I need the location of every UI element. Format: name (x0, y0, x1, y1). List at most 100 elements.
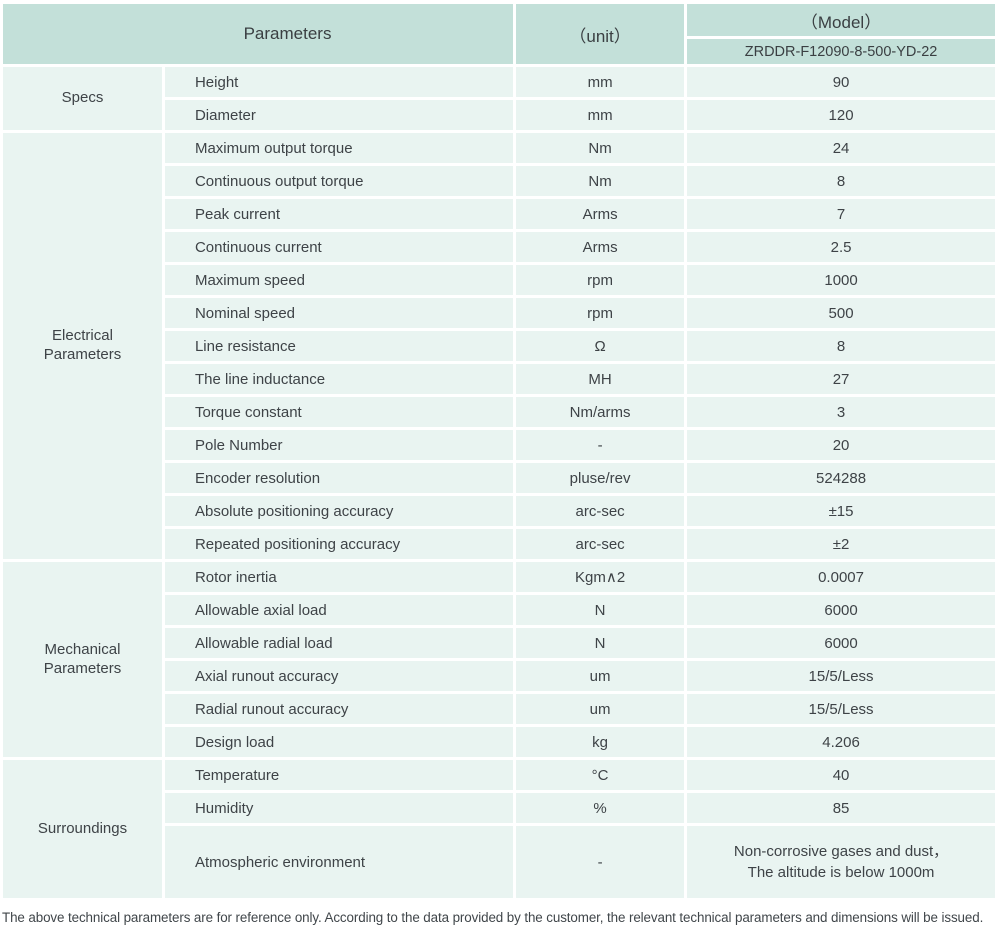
parameters-header: Parameters (3, 4, 514, 64)
table-row: Pole Number - 20 (3, 430, 995, 460)
unit-header: （unit） (516, 4, 685, 64)
table-row: Encoder resolution pluse/rev 524288 (3, 463, 995, 493)
parameter-unit: - (516, 826, 685, 898)
parameter-name: Line resistance (164, 331, 514, 361)
parameter-value: 0.0007 (687, 562, 995, 592)
table-row: Line resistance Ω 8 (3, 331, 995, 361)
parameter-name: Repeated positioning accuracy (164, 529, 514, 559)
parameter-value: 8 (687, 331, 995, 361)
table-row: Repeated positioning accuracy arc-sec ±2 (3, 529, 995, 559)
parameter-unit: arc-sec (516, 496, 685, 526)
table-row: The line inductance MH 27 (3, 364, 995, 394)
parameter-unit: MH (516, 364, 685, 394)
table-row: Design load kg 4.206 (3, 727, 995, 757)
parameter-name: Rotor inertia (164, 562, 514, 592)
parameter-name: Temperature (164, 760, 514, 790)
parameter-value: 90 (687, 67, 995, 97)
footer-note: The above technical parameters are for r… (2, 910, 984, 925)
parameter-name: Absolute positioning accuracy (164, 496, 514, 526)
parameter-value: 7 (687, 199, 995, 229)
parameter-name: Diameter (164, 100, 514, 130)
parameter-name: Encoder resolution (164, 463, 514, 493)
section-label-text: Mechanical Parameters (43, 640, 122, 677)
parameter-name: Continuous output torque (164, 166, 514, 196)
parameter-name: Allowable axial load (164, 595, 514, 625)
parameter-unit: kg (516, 727, 685, 757)
parameter-unit: Arms (516, 232, 685, 262)
parameter-name: Maximum output torque (164, 133, 514, 163)
table-row: Specs Height mm 90 (3, 67, 995, 130)
parameter-unit: um (516, 694, 685, 724)
parameter-name: Humidity (164, 793, 514, 823)
parameter-name: Continuous current (164, 232, 514, 262)
parameter-unit: um (516, 661, 685, 691)
parameter-name: The line inductance (164, 364, 514, 394)
parameter-unit: mm (516, 100, 685, 130)
parameter-value: ±15 (687, 496, 995, 526)
table-row: Nominal speed rpm 500 (3, 298, 995, 328)
section-label: Electrical Parameters (3, 133, 162, 559)
parameter-unit: Nm/arms (516, 397, 685, 427)
parameter-value: 40 (687, 760, 995, 790)
parameter-name: Design load (164, 727, 514, 757)
table-row: Diameter mm 120 (3, 100, 995, 130)
parameter-unit: Nm (516, 133, 685, 163)
parameter-unit: % (516, 793, 685, 823)
parameter-unit: pluse/rev (516, 463, 685, 493)
header-row-2: ZRDDR-F12090-8-500-YD-22 (3, 39, 995, 64)
table-row: Mechanical Parameters Rotor inertia Kgm∧… (3, 562, 995, 757)
parameter-unit: mm (516, 67, 685, 97)
table-row: Continuous output torque Nm 8 (3, 166, 995, 196)
parameter-value: 8 (687, 166, 995, 196)
table-row: Peak current Arms 7 (3, 199, 995, 229)
parameter-unit: °C (516, 760, 685, 790)
parameter-unit: Ω (516, 331, 685, 361)
parameter-name: Atmospheric environment (164, 826, 514, 898)
parameter-value: 4.206 (687, 727, 995, 757)
parameter-value: Non-corrosive gases and dust， The altitu… (687, 826, 995, 898)
section-label: Surroundings (3, 760, 162, 898)
model-header: （Model） (687, 4, 995, 36)
parameter-name: Allowable radial load (164, 628, 514, 658)
table-row: Allowable axial load N 6000 (3, 595, 995, 625)
parameter-value: 15/5/Less (687, 661, 995, 691)
parameter-unit: rpm (516, 298, 685, 328)
parameter-value: 20 (687, 430, 995, 460)
parameter-value: 6000 (687, 628, 995, 658)
parameter-value: 2.5 (687, 232, 995, 262)
table-row: Maximum speed rpm 1000 (3, 265, 995, 295)
parameter-value: 6000 (687, 595, 995, 625)
section-label: Specs (3, 67, 162, 130)
parameter-value: 120 (687, 100, 995, 130)
parameter-unit: arc-sec (516, 529, 685, 559)
table-row: Axial runout accuracy um 15/5/Less (3, 661, 995, 691)
parameter-value: 524288 (687, 463, 995, 493)
parameter-unit: rpm (516, 265, 685, 295)
spec-table-header: Parameters （unit） （Model） ZRDDR-F12090-8… (3, 4, 995, 64)
parameter-value: ±2 (687, 529, 995, 559)
parameter-name: Peak current (164, 199, 514, 229)
spec-table-body: Specs Height mm 90 Diameter mm 120 Elect… (3, 67, 995, 898)
parameter-name: Axial runout accuracy (164, 661, 514, 691)
header-row-1: Parameters （unit） （Model） (3, 4, 995, 64)
table-row: Torque constant Nm/arms 3 (3, 397, 995, 427)
parameter-unit: N (516, 628, 685, 658)
parameter-value: 85 (687, 793, 995, 823)
model-number: ZRDDR-F12090-8-500-YD-22 (687, 39, 995, 64)
parameter-name: Height (164, 67, 514, 97)
parameter-value: 500 (687, 298, 995, 328)
table-row: Continuous current Arms 2.5 (3, 232, 995, 262)
section-label: Mechanical Parameters (3, 562, 162, 757)
section-label-text: Specs (61, 89, 104, 107)
parameter-unit: Arms (516, 199, 685, 229)
spec-table: Parameters （unit） （Model） ZRDDR-F12090-8… (0, 1, 998, 901)
parameter-value: 1000 (687, 265, 995, 295)
table-row: Humidity % 85 (3, 793, 995, 823)
table-row: Absolute positioning accuracy arc-sec ±1… (3, 496, 995, 526)
table-row: Electrical Parameters Maximum output tor… (3, 133, 995, 559)
parameter-name: Nominal speed (164, 298, 514, 328)
parameter-unit: - (516, 430, 685, 460)
table-row: Allowable radial load N 6000 (3, 628, 995, 658)
parameter-value: 15/5/Less (687, 694, 995, 724)
